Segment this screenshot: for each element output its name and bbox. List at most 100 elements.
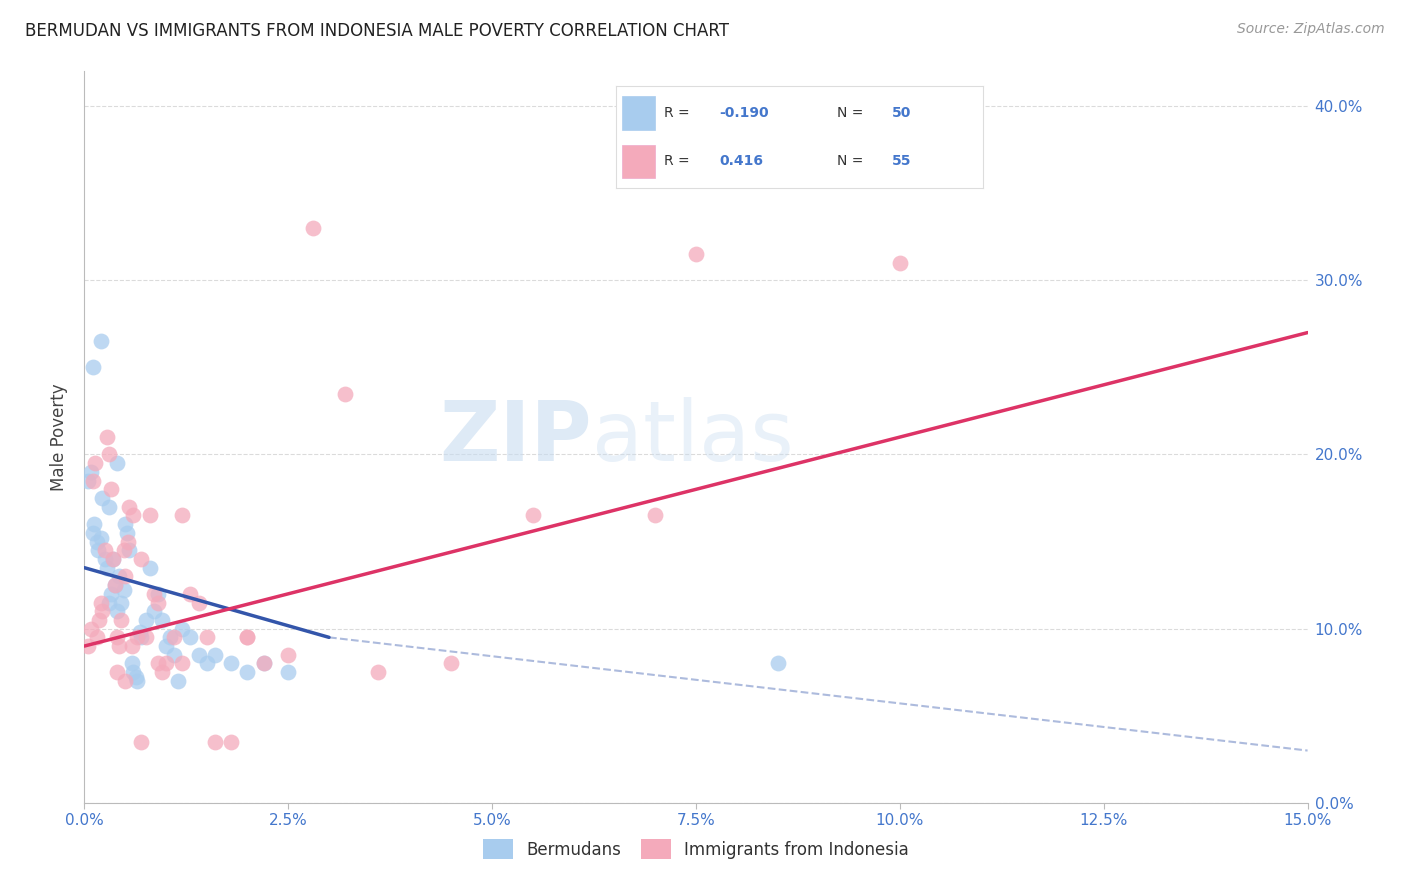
Point	[91, 491, 114, 505]
Point	[204, 735, 226, 749]
Point	[82, 360, 104, 375]
Point	[236, 631, 259, 645]
Point	[104, 578, 127, 592]
Point	[236, 631, 259, 645]
Point	[101, 552, 124, 566]
Point	[93, 543, 115, 558]
Point	[100, 483, 122, 497]
Text: BERMUDAN VS IMMIGRANTS FROM INDONESIA MALE POVERTY CORRELATION CHART: BERMUDAN VS IMMIGRANTS FROM INDONESIA MA…	[25, 22, 730, 40]
Point	[128, 625, 150, 640]
Point	[93, 552, 115, 566]
Point	[138, 508, 160, 523]
Point	[86, 631, 108, 645]
Point	[644, 508, 666, 523]
Point	[84, 456, 107, 470]
Point	[335, 386, 357, 401]
Point	[766, 657, 789, 671]
Point	[367, 665, 389, 680]
Point	[96, 560, 118, 574]
Point	[146, 657, 169, 671]
Point	[96, 430, 118, 444]
Point	[138, 560, 160, 574]
Point	[187, 648, 209, 662]
Point	[142, 587, 165, 601]
Point	[117, 534, 139, 549]
Point	[97, 595, 120, 609]
Point	[122, 665, 145, 680]
Point	[112, 543, 135, 558]
Point	[82, 474, 104, 488]
Point	[110, 595, 132, 609]
Point	[219, 735, 242, 749]
Point	[80, 465, 103, 479]
Point	[187, 595, 209, 609]
Point	[131, 631, 153, 645]
Point	[172, 508, 194, 523]
Point	[114, 569, 136, 583]
Point	[522, 508, 544, 523]
Point	[277, 665, 299, 680]
Point	[91, 604, 114, 618]
Point	[236, 665, 259, 680]
Point	[105, 631, 128, 645]
Text: ZIP: ZIP	[440, 397, 592, 477]
Point	[100, 587, 122, 601]
Point	[163, 648, 186, 662]
Point	[118, 543, 141, 558]
Text: atlas: atlas	[592, 397, 794, 477]
Text: Source: ZipAtlas.com: Source: ZipAtlas.com	[1237, 22, 1385, 37]
Point	[195, 631, 218, 645]
Point	[179, 587, 201, 601]
Point	[167, 673, 190, 688]
Point	[97, 500, 120, 514]
Point	[131, 552, 153, 566]
Point	[179, 631, 201, 645]
Point	[301, 221, 323, 235]
Point	[90, 531, 112, 545]
Point	[277, 648, 299, 662]
Point	[155, 639, 177, 653]
Point	[101, 552, 124, 566]
Point	[121, 639, 143, 653]
Point	[155, 657, 177, 671]
Point	[135, 631, 157, 645]
Point	[159, 631, 181, 645]
Point	[86, 534, 108, 549]
Point	[142, 604, 165, 618]
Point	[131, 735, 153, 749]
Point	[114, 517, 136, 532]
Point	[112, 583, 135, 598]
Point	[253, 657, 276, 671]
Point	[82, 525, 104, 540]
Point	[90, 595, 112, 609]
Point	[97, 448, 120, 462]
Point	[440, 657, 463, 671]
Point	[108, 639, 131, 653]
Point	[77, 639, 100, 653]
Point	[87, 543, 110, 558]
Point	[105, 456, 128, 470]
Point	[105, 665, 128, 680]
Point	[110, 613, 132, 627]
Point	[219, 657, 242, 671]
Point	[146, 595, 169, 609]
Point	[127, 631, 149, 645]
Point	[253, 657, 276, 671]
Point	[163, 631, 186, 645]
Point	[125, 670, 148, 684]
Point	[135, 613, 157, 627]
Point	[114, 673, 136, 688]
Point	[83, 517, 105, 532]
Legend: Bermudans, Immigrants from Indonesia: Bermudans, Immigrants from Indonesia	[474, 830, 918, 868]
Point	[889, 256, 911, 270]
Point	[172, 657, 194, 671]
Point	[118, 500, 141, 514]
Point	[122, 508, 145, 523]
Point	[685, 247, 707, 261]
Point	[150, 613, 173, 627]
Point	[146, 587, 169, 601]
Point	[90, 334, 112, 349]
Point	[87, 613, 110, 627]
Point	[195, 657, 218, 671]
Y-axis label: Male Poverty: Male Poverty	[51, 384, 69, 491]
